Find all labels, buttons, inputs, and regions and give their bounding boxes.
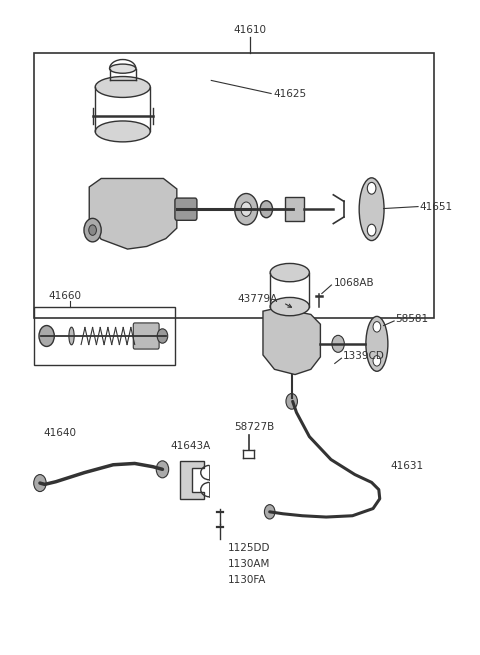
Text: 41610: 41610: [233, 25, 266, 35]
Bar: [286, 197, 304, 221]
Ellipse shape: [270, 297, 310, 316]
Polygon shape: [89, 178, 177, 249]
Text: 41631: 41631: [391, 461, 424, 471]
Circle shape: [373, 356, 381, 366]
Text: 1339CD: 1339CD: [343, 351, 385, 362]
FancyBboxPatch shape: [175, 198, 197, 220]
Circle shape: [34, 475, 46, 491]
Circle shape: [235, 193, 258, 225]
Text: 41643A: 41643A: [170, 441, 211, 451]
Circle shape: [367, 224, 376, 236]
Circle shape: [367, 182, 376, 194]
Ellipse shape: [69, 328, 74, 345]
Bar: [34, 307, 175, 365]
FancyBboxPatch shape: [133, 323, 159, 349]
Ellipse shape: [359, 178, 384, 240]
Text: 41625: 41625: [274, 88, 307, 98]
Ellipse shape: [95, 77, 150, 98]
Bar: [34, 53, 434, 318]
Polygon shape: [180, 462, 204, 498]
Circle shape: [39, 326, 54, 346]
Circle shape: [89, 225, 96, 235]
Text: 41660: 41660: [48, 291, 82, 301]
Circle shape: [264, 504, 275, 519]
Circle shape: [84, 218, 101, 242]
Polygon shape: [263, 308, 321, 375]
Circle shape: [373, 322, 381, 332]
Ellipse shape: [366, 316, 388, 371]
Circle shape: [157, 329, 168, 343]
Ellipse shape: [109, 64, 136, 73]
Text: 58581: 58581: [396, 314, 429, 324]
Text: 41640: 41640: [44, 428, 77, 438]
Ellipse shape: [95, 121, 150, 142]
Text: 1068AB: 1068AB: [333, 278, 374, 288]
Circle shape: [332, 335, 344, 352]
Text: 1130FA: 1130FA: [228, 576, 266, 586]
Text: 1125DD: 1125DD: [228, 543, 271, 553]
Text: 43779A: 43779A: [238, 294, 278, 305]
Circle shape: [286, 394, 298, 409]
Circle shape: [241, 202, 252, 216]
Ellipse shape: [270, 263, 310, 282]
Circle shape: [260, 200, 273, 217]
Text: 1130AM: 1130AM: [228, 559, 270, 569]
Circle shape: [156, 461, 168, 478]
Text: 41651: 41651: [420, 202, 453, 212]
Text: 58727B: 58727B: [234, 422, 275, 432]
